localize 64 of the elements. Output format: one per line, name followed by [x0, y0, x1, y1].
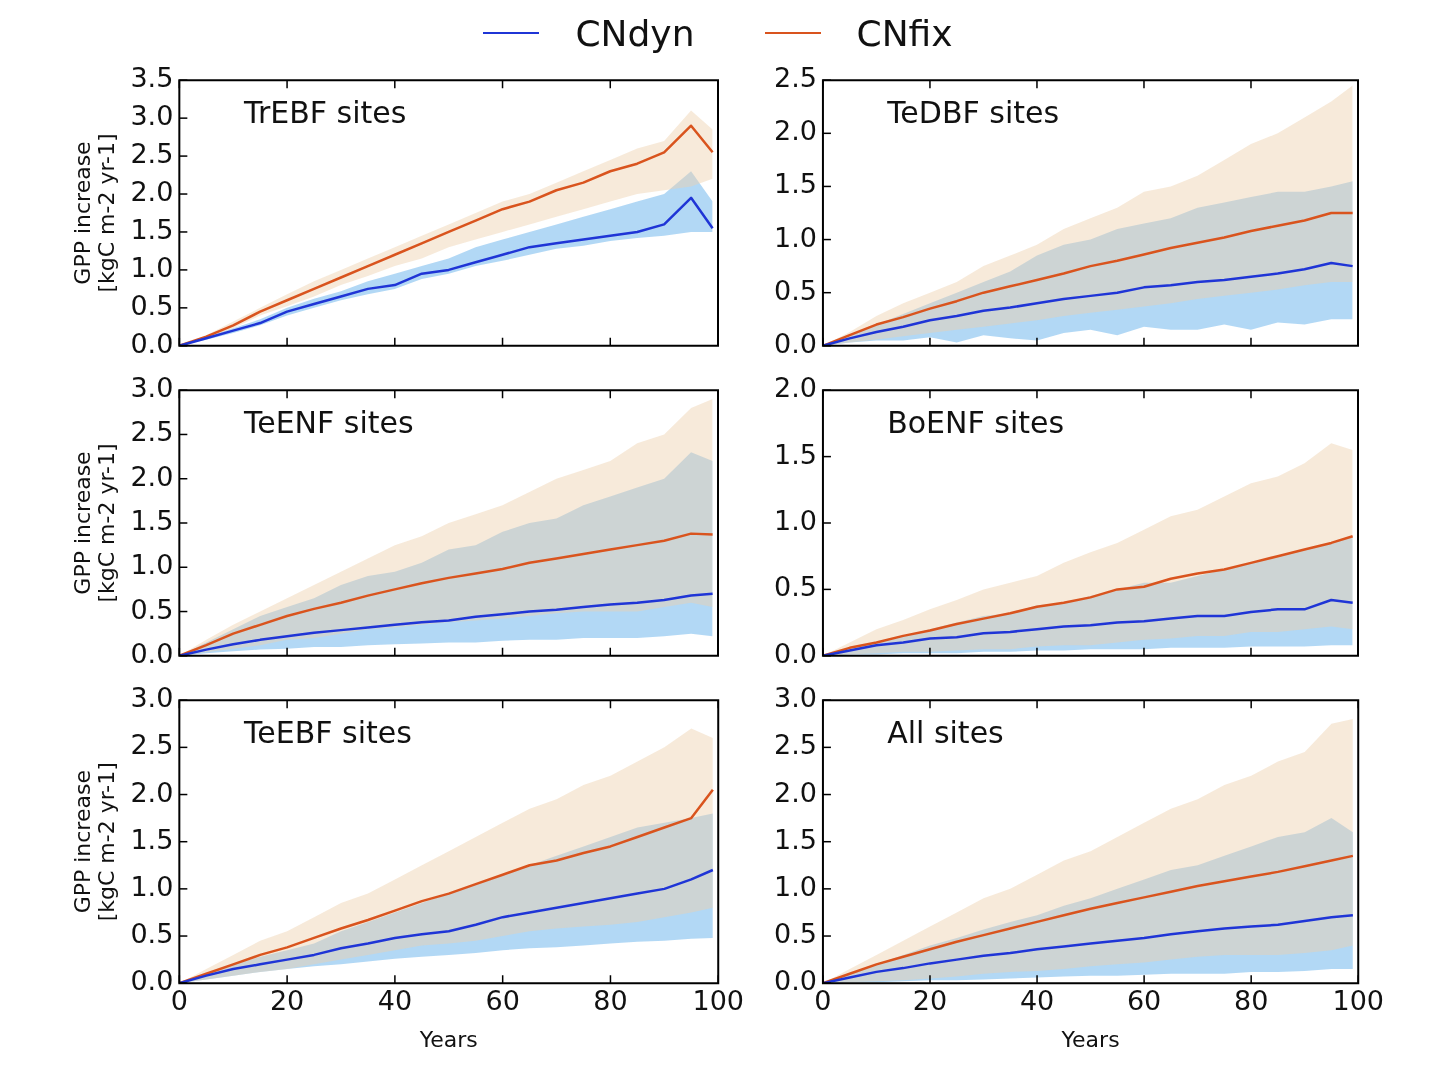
- text: TeEBF sites: [243, 715, 412, 750]
- y-tick-label: 0.0: [773, 327, 817, 359]
- text: TeENF sites: [242, 405, 414, 440]
- y-tick-label: 0.5: [773, 571, 817, 603]
- x-tick-label: 0: [814, 985, 832, 1017]
- y-tick-label: 1.5: [773, 823, 817, 855]
- y-tick-label: 0.5: [130, 918, 174, 950]
- x-tick-label: 60: [1126, 985, 1162, 1017]
- legend-label: CNdyn: [575, 12, 695, 54]
- x-tick-label: 0: [170, 985, 188, 1017]
- y-tick-label: 2.0: [130, 776, 174, 808]
- y-tick-label: 3.0: [130, 682, 174, 714]
- y-axis-title: GPP increase [kgC m-2 yr-1]: [69, 133, 120, 293]
- y-tick-label: 2.5: [773, 62, 817, 94]
- y-tick-label: 3.0: [130, 100, 174, 132]
- y-tick-label: 2.5: [773, 729, 817, 761]
- y-tick-label: 2.0: [130, 176, 174, 208]
- y-tick-label: 0.5: [130, 289, 174, 321]
- y-tick-label: 1.5: [130, 213, 174, 245]
- y-tick-label: 0.5: [130, 593, 174, 625]
- y-axis-title: GPP increase [kgC m-2 yr-1]: [69, 762, 120, 922]
- y-tick-label: 3.0: [773, 682, 817, 714]
- y-tick-label: 1.0: [130, 870, 174, 902]
- y-tick-label: 2.0: [773, 372, 817, 404]
- y-axis-title: GPP increase [kgC m-2 yr-1]: [69, 443, 120, 603]
- x-axis-title: Years: [1060, 1026, 1120, 1052]
- x-tick-label: 40: [377, 985, 413, 1017]
- y-tick-label: 1.0: [773, 221, 817, 253]
- y-tick-label: 1.0: [773, 505, 817, 537]
- y-tick-label: 0.0: [773, 637, 817, 669]
- x-tick-label: 40: [1019, 985, 1055, 1017]
- y-tick-label: 0.0: [773, 965, 817, 997]
- y-tick-label: 1.5: [773, 438, 817, 470]
- x-tick-label: 80: [1233, 985, 1269, 1017]
- legend-label: CNfix: [856, 12, 953, 54]
- x-tick-label: 100: [692, 985, 745, 1017]
- y-tick-label: 1.5: [130, 823, 174, 855]
- x-axis-title: Years: [418, 1026, 478, 1052]
- y-tick-label: 2.0: [130, 460, 174, 492]
- y-tick-label: 1.5: [130, 505, 174, 537]
- y-tick-label: 1.0: [773, 870, 817, 902]
- text: TeDBF sites: [886, 95, 1060, 130]
- y-tick-label: 2.5: [130, 138, 174, 170]
- y-tick-label: 1.0: [130, 251, 174, 283]
- y-tick-label: 2.5: [130, 729, 174, 761]
- x-tick-label: 20: [269, 985, 305, 1017]
- y-tick-label: 0.0: [130, 637, 174, 669]
- y-tick-label: 0.5: [773, 274, 817, 306]
- y-tick-label: 1.0: [130, 549, 174, 581]
- x-tick-label: 60: [485, 985, 520, 1017]
- x-tick-label: 80: [593, 985, 628, 1017]
- text: BoENF sites: [887, 405, 1065, 440]
- y-tick-label: 3.0: [130, 372, 174, 404]
- y-tick-label: 0.0: [130, 327, 174, 359]
- y-tick-label: 3.5: [130, 62, 174, 94]
- y-tick-label: 2.5: [130, 416, 174, 448]
- y-tick-label: 2.0: [773, 115, 817, 147]
- y-tick-label: 2.0: [773, 776, 817, 808]
- y-tick-label: 0.5: [773, 918, 817, 950]
- x-tick-label: 20: [912, 985, 948, 1017]
- y-tick-label: 1.5: [773, 168, 817, 200]
- x-tick-label: 100: [1332, 985, 1385, 1017]
- text: All sites: [887, 715, 1004, 750]
- text: TrEBF sites: [242, 95, 407, 130]
